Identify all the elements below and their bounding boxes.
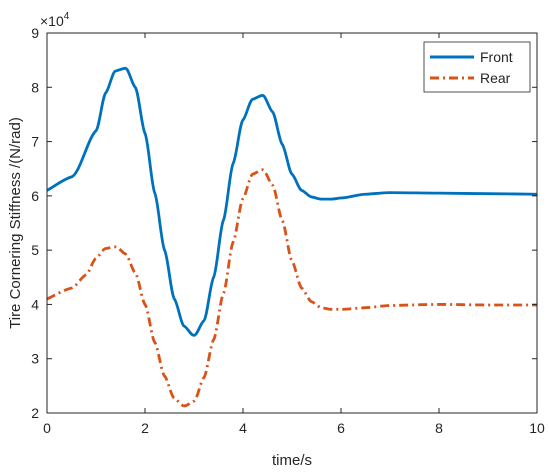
x-tick-label: 10 [529, 420, 545, 436]
y-tick-label: 3 [31, 351, 39, 367]
legend-label-front: Front [480, 49, 513, 65]
y-tick-label: 9 [31, 25, 39, 41]
plot-area [47, 33, 537, 413]
series-front [46, 66, 538, 337]
y-exponent-label: ×104 [40, 11, 70, 29]
y-tick-label: 5 [31, 242, 39, 258]
y-tick-label: 2 [31, 405, 39, 421]
y-exponent-base: ×10 [40, 13, 64, 29]
x-tick-label: 8 [435, 420, 443, 436]
x-tick-label: 4 [239, 420, 247, 436]
y-tick-label: 6 [31, 188, 39, 204]
y-tick-label: 4 [31, 296, 39, 312]
y-exponent-power: 4 [64, 11, 70, 22]
y-axis-label: Tire Cornering Stiffness /(N/rad) [7, 117, 24, 329]
legend-label-rear: Rear [480, 70, 511, 86]
series-line-rear [46, 168, 537, 408]
legend: Front Rear [423, 41, 531, 93]
x-tick-label: 6 [337, 420, 345, 436]
y-tick-label: 7 [31, 134, 39, 150]
legend-box [423, 41, 531, 93]
series-rear [46, 168, 537, 408]
x-tick-label: 0 [43, 420, 51, 436]
series-layer [46, 66, 538, 408]
x-tick-label: 2 [141, 420, 149, 436]
plot-frame [46, 32, 538, 414]
x-axis-label: time/s [272, 452, 312, 469]
y-tick-label: 8 [31, 79, 39, 95]
series-line-front [46, 66, 538, 337]
